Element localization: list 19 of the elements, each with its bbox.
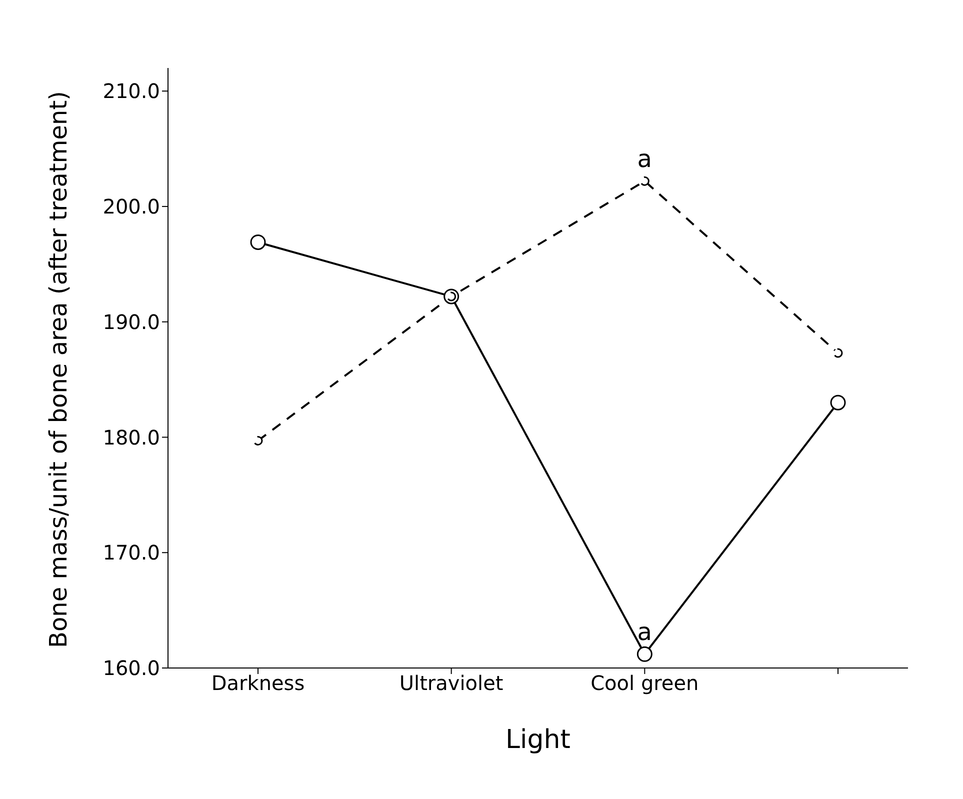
point xyxy=(253,436,263,446)
x-tick-label: Ultraviolet xyxy=(399,671,504,696)
x-axis-title: Light xyxy=(506,725,570,755)
point xyxy=(833,348,843,358)
x-tick-label: Cool green xyxy=(590,671,699,696)
y-tick-label: 210.0 xyxy=(102,79,160,104)
annotation: a xyxy=(637,618,652,646)
y-tick-label: 200.0 xyxy=(102,194,160,219)
y-axis-title: Bone mass/unit of bone area (after treatment) xyxy=(44,90,73,648)
x-tick-label: Darkness xyxy=(211,671,305,696)
point xyxy=(830,394,846,410)
y-tick-label: 160.0 xyxy=(102,656,160,680)
y-tick-label: 170.0 xyxy=(102,540,160,565)
point xyxy=(640,176,650,186)
y-tick-label: 190.0 xyxy=(102,310,160,334)
point xyxy=(250,234,266,250)
y-tick-label: 180.0 xyxy=(102,425,160,450)
point xyxy=(636,646,652,662)
annotation: a xyxy=(637,145,652,174)
